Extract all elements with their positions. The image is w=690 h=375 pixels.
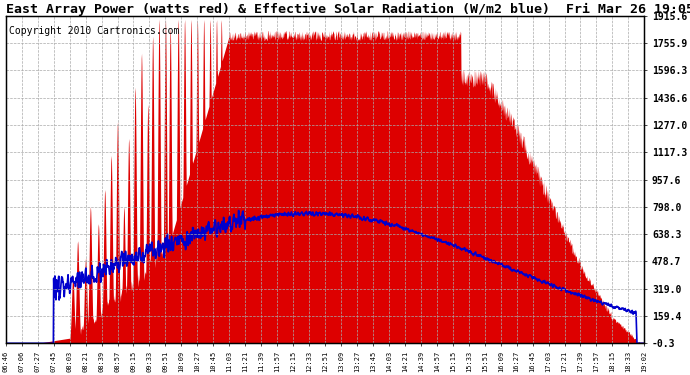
- Text: Copyright 2010 Cartronics.com: Copyright 2010 Cartronics.com: [9, 26, 179, 36]
- Text: East Array Power (watts red) & Effective Solar Radiation (W/m2 blue)  Fri Mar 26: East Array Power (watts red) & Effective…: [6, 3, 690, 16]
